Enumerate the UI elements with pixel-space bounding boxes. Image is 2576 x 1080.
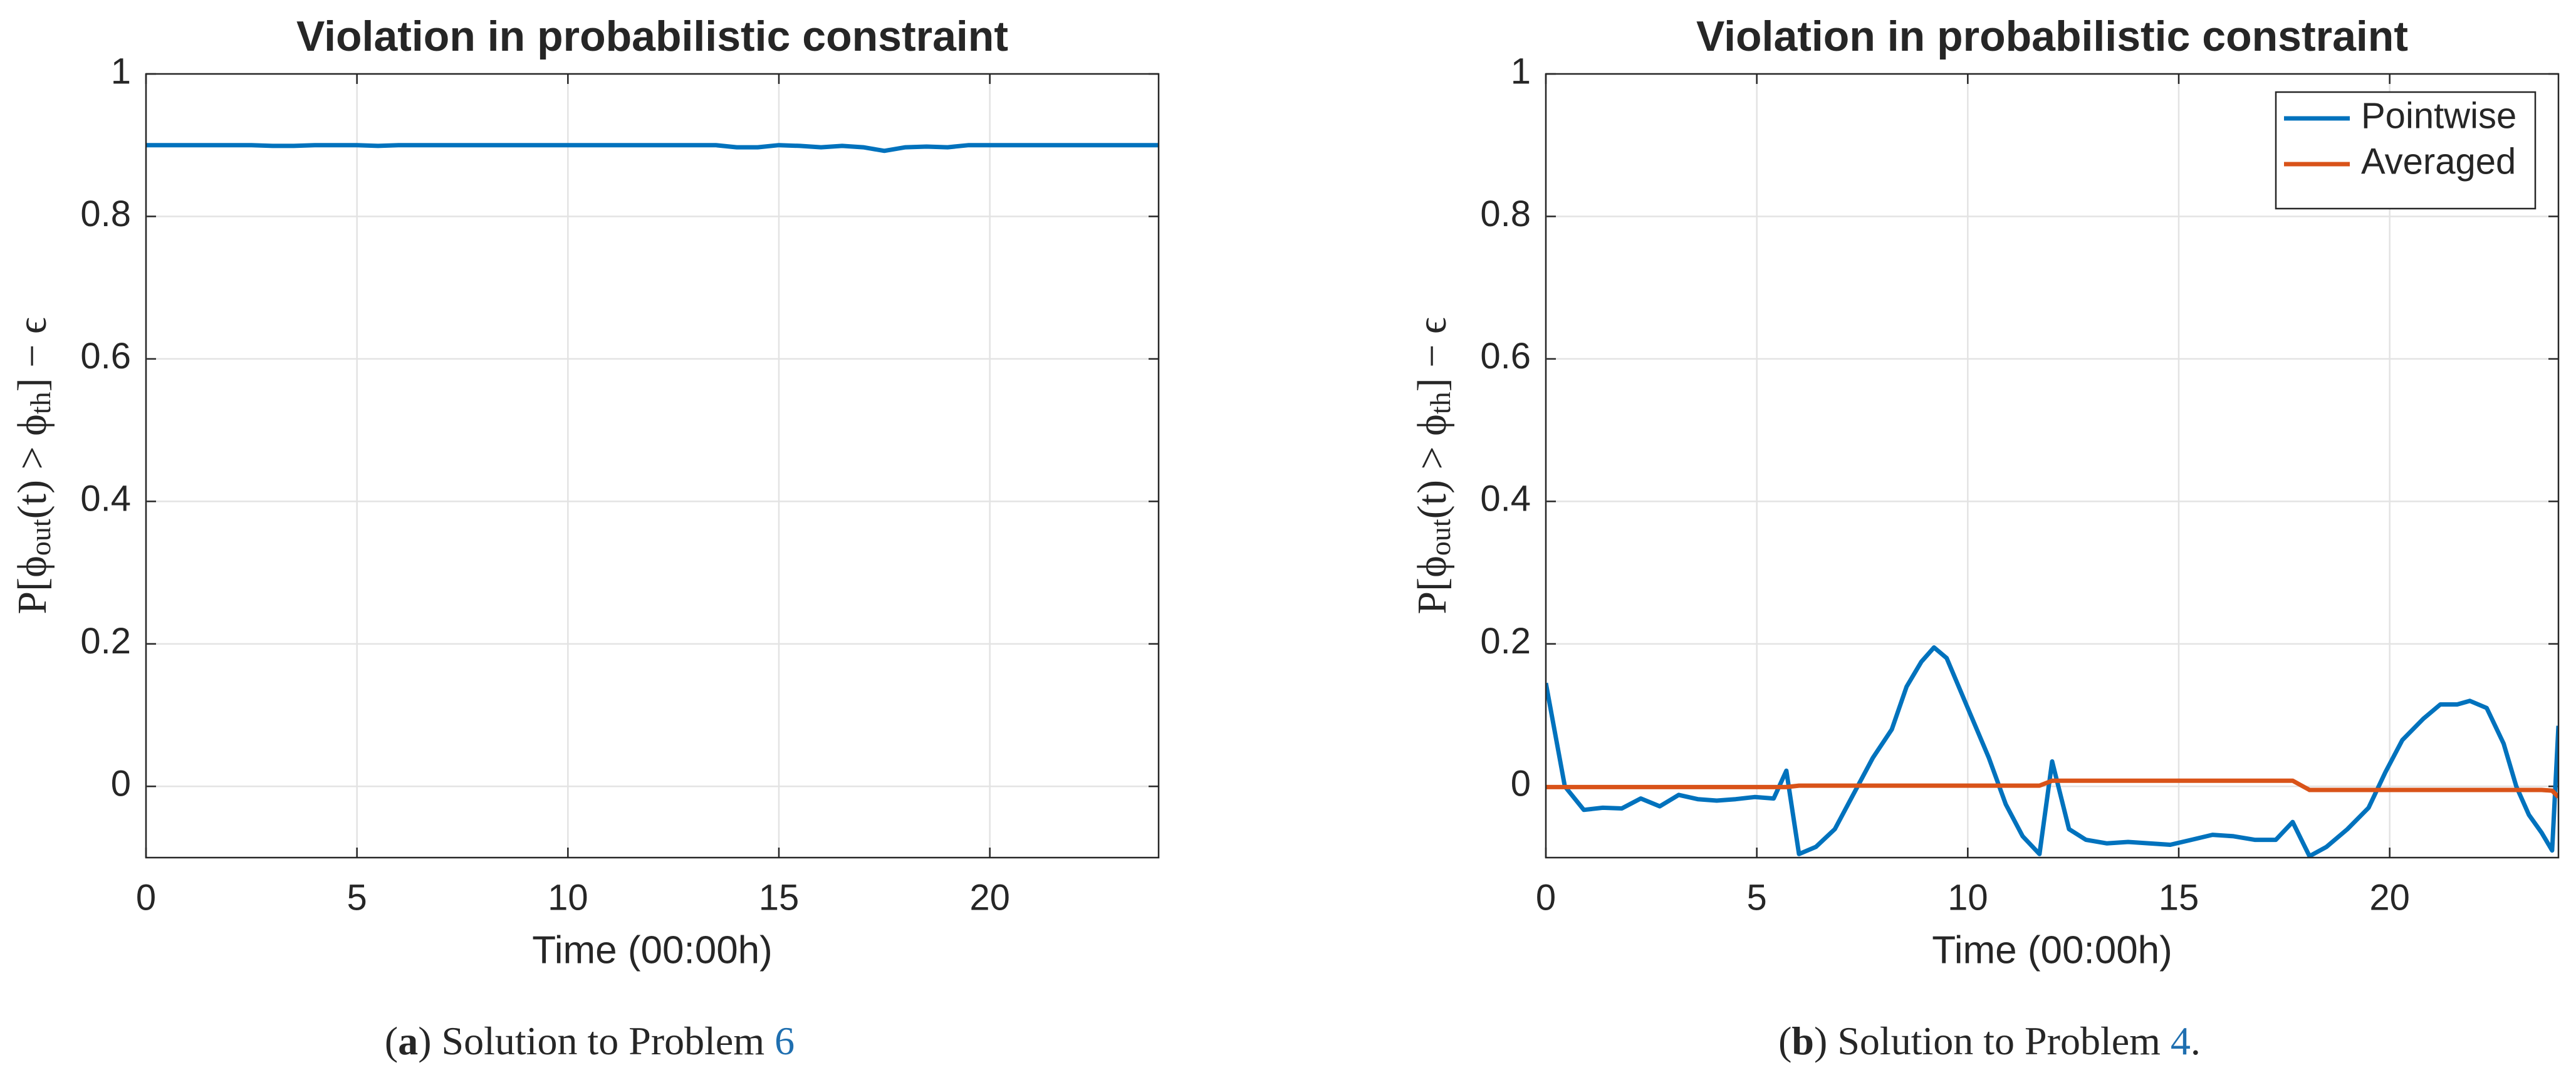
x-tick-label: 20 [969, 877, 1010, 918]
x-axis-label: Time (00:00h) [1932, 928, 2172, 972]
caption: (a) Solution to Problem 6 [385, 1019, 795, 1063]
y-axis-label: P[ϕout(t) > ϕth] − ϵ [1409, 317, 1456, 614]
y-label-subscript: th [1424, 392, 1456, 414]
y-tick-label: 0.8 [80, 194, 131, 234]
x-tick-label: 0 [1536, 877, 1556, 918]
chart-title: Violation in probabilistic constraint [296, 13, 1008, 60]
caption-part: ) Solution to Problem [1814, 1019, 2171, 1063]
caption-part: . [2191, 1019, 2201, 1063]
y-label-subscript: out [1424, 519, 1456, 556]
y-label-part: (t) > ϕ [1409, 414, 1455, 519]
legend-label: Averaged [2361, 141, 2516, 182]
x-tick-label: 20 [2369, 877, 2410, 918]
data-line [1546, 645, 2558, 858]
y-label-part: ] − ϵ [1409, 317, 1455, 392]
x-tick-label: 5 [1747, 877, 1767, 918]
y-tick-label: 0 [111, 764, 131, 804]
legend-box [2275, 91, 2537, 210]
y-tick-label: 1 [1511, 51, 1531, 91]
x-tick-label: 10 [1948, 877, 1988, 918]
y-label-subscript: th [24, 392, 56, 414]
axes-box [145, 73, 1160, 859]
y-tick-label: 0.4 [1480, 479, 1531, 519]
x-tick-label: 0 [136, 877, 156, 918]
caption-part: 4 [2171, 1019, 2191, 1063]
y-tick-label: 0 [1511, 764, 1531, 804]
data-line [146, 143, 1159, 153]
caption-part: 6 [774, 1019, 795, 1063]
y-tick-label: 0.6 [1480, 336, 1531, 376]
caption: (b) Solution to Problem 4. [1778, 1019, 2201, 1063]
x-axis-label: Time (00:00h) [532, 928, 773, 972]
y-label-part: P[ϕ [1409, 556, 1455, 614]
y-tick-label: 0.2 [80, 621, 131, 662]
x-tick-label: 5 [347, 877, 367, 918]
y-axis-label: P[ϕout(t) > ϕth] − ϵ [9, 317, 56, 614]
data-line [1546, 778, 2558, 799]
caption-part: ( [1778, 1019, 1791, 1063]
caption-part: b [1791, 1019, 1814, 1063]
y-label-subscript: out [24, 519, 56, 556]
y-tick-label: 0.8 [1480, 194, 1531, 234]
x-tick-label: 10 [548, 877, 588, 918]
y-tick-label: 1 [111, 51, 131, 91]
axes-box [1545, 73, 2560, 859]
x-tick-label: 15 [759, 877, 800, 918]
caption-part: ) Solution to Problem [418, 1019, 774, 1063]
x-tick-label: 15 [2159, 877, 2199, 918]
plot-area [146, 74, 1159, 858]
caption-part: ( [385, 1019, 398, 1063]
y-tick-label: 0.2 [1480, 621, 1531, 662]
chart-title: Violation in probabilistic constraint [1696, 13, 2408, 60]
caption-part: a [398, 1019, 418, 1063]
y-label-part: (t) > ϕ [9, 414, 55, 519]
legend-label: Pointwise [2361, 95, 2516, 136]
y-tick-label: 0.6 [80, 336, 131, 376]
y-label-part: P[ϕ [9, 556, 55, 614]
y-label-part: ] − ϵ [9, 317, 55, 392]
y-tick-label: 0.4 [80, 479, 131, 519]
